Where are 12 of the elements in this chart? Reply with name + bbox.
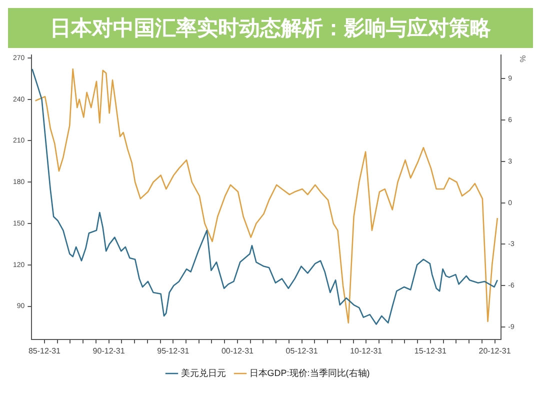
legend-label: 日本GDP:现价:当季同比(右轴) [249,368,370,378]
x-tick-label: 05-12-31 [286,346,318,356]
x-tick-label: 15-12-31 [414,346,448,356]
x-tick-label: 85-12-31 [28,346,62,356]
x-tick-label: 90-12-31 [92,346,126,356]
legend-label: 美元兑日元 [180,368,226,378]
x-tick-label: 00-12-31 [221,346,254,356]
x-tick-label: 10-12-31 [350,346,383,356]
x-tick-label: 20-12-31 [478,346,512,356]
y2-axis-title: % [518,55,527,62]
x-tick-label: 95-12-31 [157,346,190,356]
chart-title: 日本对中国汇率实时动态解析：影响与应对策略 [8,8,533,48]
